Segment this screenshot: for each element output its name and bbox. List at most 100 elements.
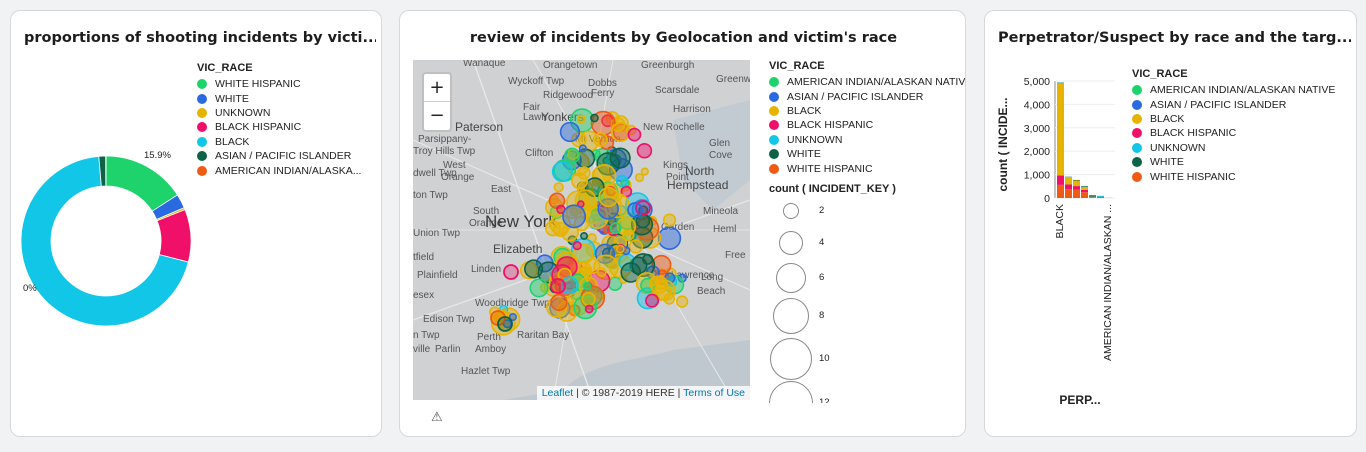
bar-segment[interactable] [1073, 189, 1080, 198]
incident-marker[interactable] [663, 293, 676, 305]
incident-marker[interactable] [529, 278, 549, 298]
incident-marker[interactable] [645, 293, 660, 308]
incident-marker[interactable] [588, 213, 605, 230]
incident-marker[interactable] [579, 266, 589, 275]
legend-item[interactable]: BLACK HISPANIC [769, 118, 965, 132]
legend-item[interactable]: ASIAN / PACIFIC ISLANDER [197, 149, 361, 163]
incident-marker[interactable] [497, 316, 513, 332]
incident-marker[interactable] [549, 213, 571, 236]
incident-marker[interactable] [615, 174, 629, 188]
incident-marker[interactable] [585, 206, 609, 229]
incident-marker[interactable] [572, 241, 582, 251]
incident-marker[interactable] [616, 216, 637, 237]
legend-item[interactable]: UNKNOWN [197, 106, 361, 120]
legend-item[interactable]: AMERICAN INDIAN/ALASKAN NATIVE [769, 75, 965, 89]
incident-marker[interactable] [565, 205, 580, 220]
incident-marker[interactable] [562, 204, 587, 229]
legend-item[interactable]: BLACK HISPANIC [1132, 126, 1335, 140]
legend-item[interactable]: WHITE HISPANIC [1132, 169, 1335, 183]
leaflet-link[interactable]: Leaflet [541, 387, 574, 399]
incident-marker[interactable] [580, 231, 588, 240]
incident-marker[interactable] [657, 226, 682, 250]
bar-segment[interactable] [1057, 175, 1064, 185]
incident-marker[interactable] [628, 239, 644, 254]
incident-marker[interactable] [627, 202, 643, 218]
incident-marker[interactable] [559, 121, 581, 143]
legend-item[interactable]: BLACK [769, 104, 965, 118]
bar-segment[interactable] [1097, 195, 1104, 197]
incident-marker[interactable] [508, 312, 517, 322]
incident-marker[interactable] [584, 257, 601, 275]
bar-segment[interactable] [1073, 180, 1080, 187]
incident-marker[interactable] [578, 144, 587, 153]
bar-segment[interactable] [1057, 184, 1064, 198]
incident-marker[interactable] [677, 273, 687, 283]
bar-segment[interactable] [1089, 195, 1096, 197]
incident-marker[interactable] [640, 167, 649, 176]
incident-marker[interactable] [649, 275, 669, 294]
incident-marker[interactable] [594, 243, 616, 264]
bar-segment[interactable] [1073, 186, 1080, 190]
incident-marker[interactable] [662, 213, 677, 227]
legend-item[interactable]: UNKNOWN [769, 133, 965, 147]
incident-marker[interactable] [620, 262, 642, 283]
incident-marker[interactable] [571, 172, 589, 190]
incident-marker[interactable] [550, 278, 566, 294]
legend-item[interactable]: BLACK [197, 135, 361, 149]
incident-marker[interactable] [560, 276, 579, 295]
bar-segment[interactable] [1065, 176, 1072, 185]
incident-marker[interactable] [631, 253, 656, 278]
incident-marker[interactable] [581, 291, 596, 307]
incident-marker[interactable] [590, 113, 599, 123]
bar-segment[interactable] [1081, 189, 1088, 193]
incident-marker[interactable] [582, 281, 592, 291]
legend-item[interactable]: BLACK HISPANIC [197, 120, 361, 134]
legend-item[interactable]: BLACK [1132, 112, 1335, 126]
incident-marker[interactable] [627, 127, 642, 142]
legend-item[interactable]: AMERICAN INDIAN/ALASKA... [197, 163, 361, 177]
incident-marker[interactable] [610, 122, 631, 142]
legend-item[interactable]: WHITE [1132, 155, 1335, 169]
bar-segment[interactable] [1065, 184, 1072, 190]
incident-marker[interactable] [593, 254, 619, 280]
legend-item[interactable]: WHITE [769, 147, 965, 161]
legend-item[interactable]: WHITE HISPANIC [197, 77, 361, 91]
incident-marker[interactable] [553, 182, 564, 193]
legend-item[interactable]: WHITE HISPANIC [769, 161, 965, 175]
incident-marker[interactable] [574, 189, 597, 211]
map-view[interactable]: Wanaque Orangetown Greenburgh Wyckoff Twp Do… [413, 60, 750, 400]
bar-segment[interactable] [1081, 192, 1088, 198]
warning-icon[interactable]: ⚠ [431, 409, 443, 424]
incident-marker[interactable] [651, 254, 672, 275]
bar-segment[interactable] [1057, 83, 1064, 176]
bar-segment[interactable] [1089, 197, 1096, 198]
incident-marker[interactable] [524, 259, 544, 279]
zoom-out-button[interactable]: − [429, 105, 445, 126]
zoom-in-button[interactable]: + [424, 74, 450, 102]
incident-marker[interactable] [609, 147, 631, 169]
bar-segment[interactable] [1065, 189, 1072, 198]
incident-marker[interactable] [609, 222, 622, 235]
legend-item[interactable]: ASIAN / PACIFIC ISLANDER [769, 89, 965, 103]
incident-marker[interactable] [503, 264, 519, 280]
bar-segment[interactable] [1081, 186, 1088, 188]
legend-item[interactable]: WHITE [197, 91, 361, 105]
incident-marker[interactable] [584, 304, 594, 314]
incident-marker[interactable] [675, 295, 689, 308]
terms-of-use-link[interactable]: Terms of Use [683, 387, 745, 399]
incident-marker[interactable] [550, 293, 568, 312]
legend-item[interactable]: ASIAN / PACIFIC ISLANDER [1132, 97, 1335, 111]
incident-marker[interactable] [636, 142, 653, 159]
incident-marker[interactable] [634, 172, 645, 183]
incident-marker[interactable] [607, 276, 623, 291]
incident-marker[interactable] [576, 114, 587, 124]
legend-item[interactable]: AMERICAN INDIAN/ALASKAN NATIVE [1132, 83, 1335, 97]
incident-marker[interactable] [585, 241, 603, 258]
legend-item[interactable]: UNKNOWN [1132, 141, 1335, 155]
incident-marker[interactable] [615, 244, 625, 254]
incident-marker[interactable] [620, 185, 633, 198]
bar-segment[interactable] [1097, 196, 1104, 198]
incident-marker[interactable] [551, 161, 573, 183]
incident-marker[interactable] [593, 132, 608, 147]
donut-slice[interactable] [20, 155, 189, 327]
